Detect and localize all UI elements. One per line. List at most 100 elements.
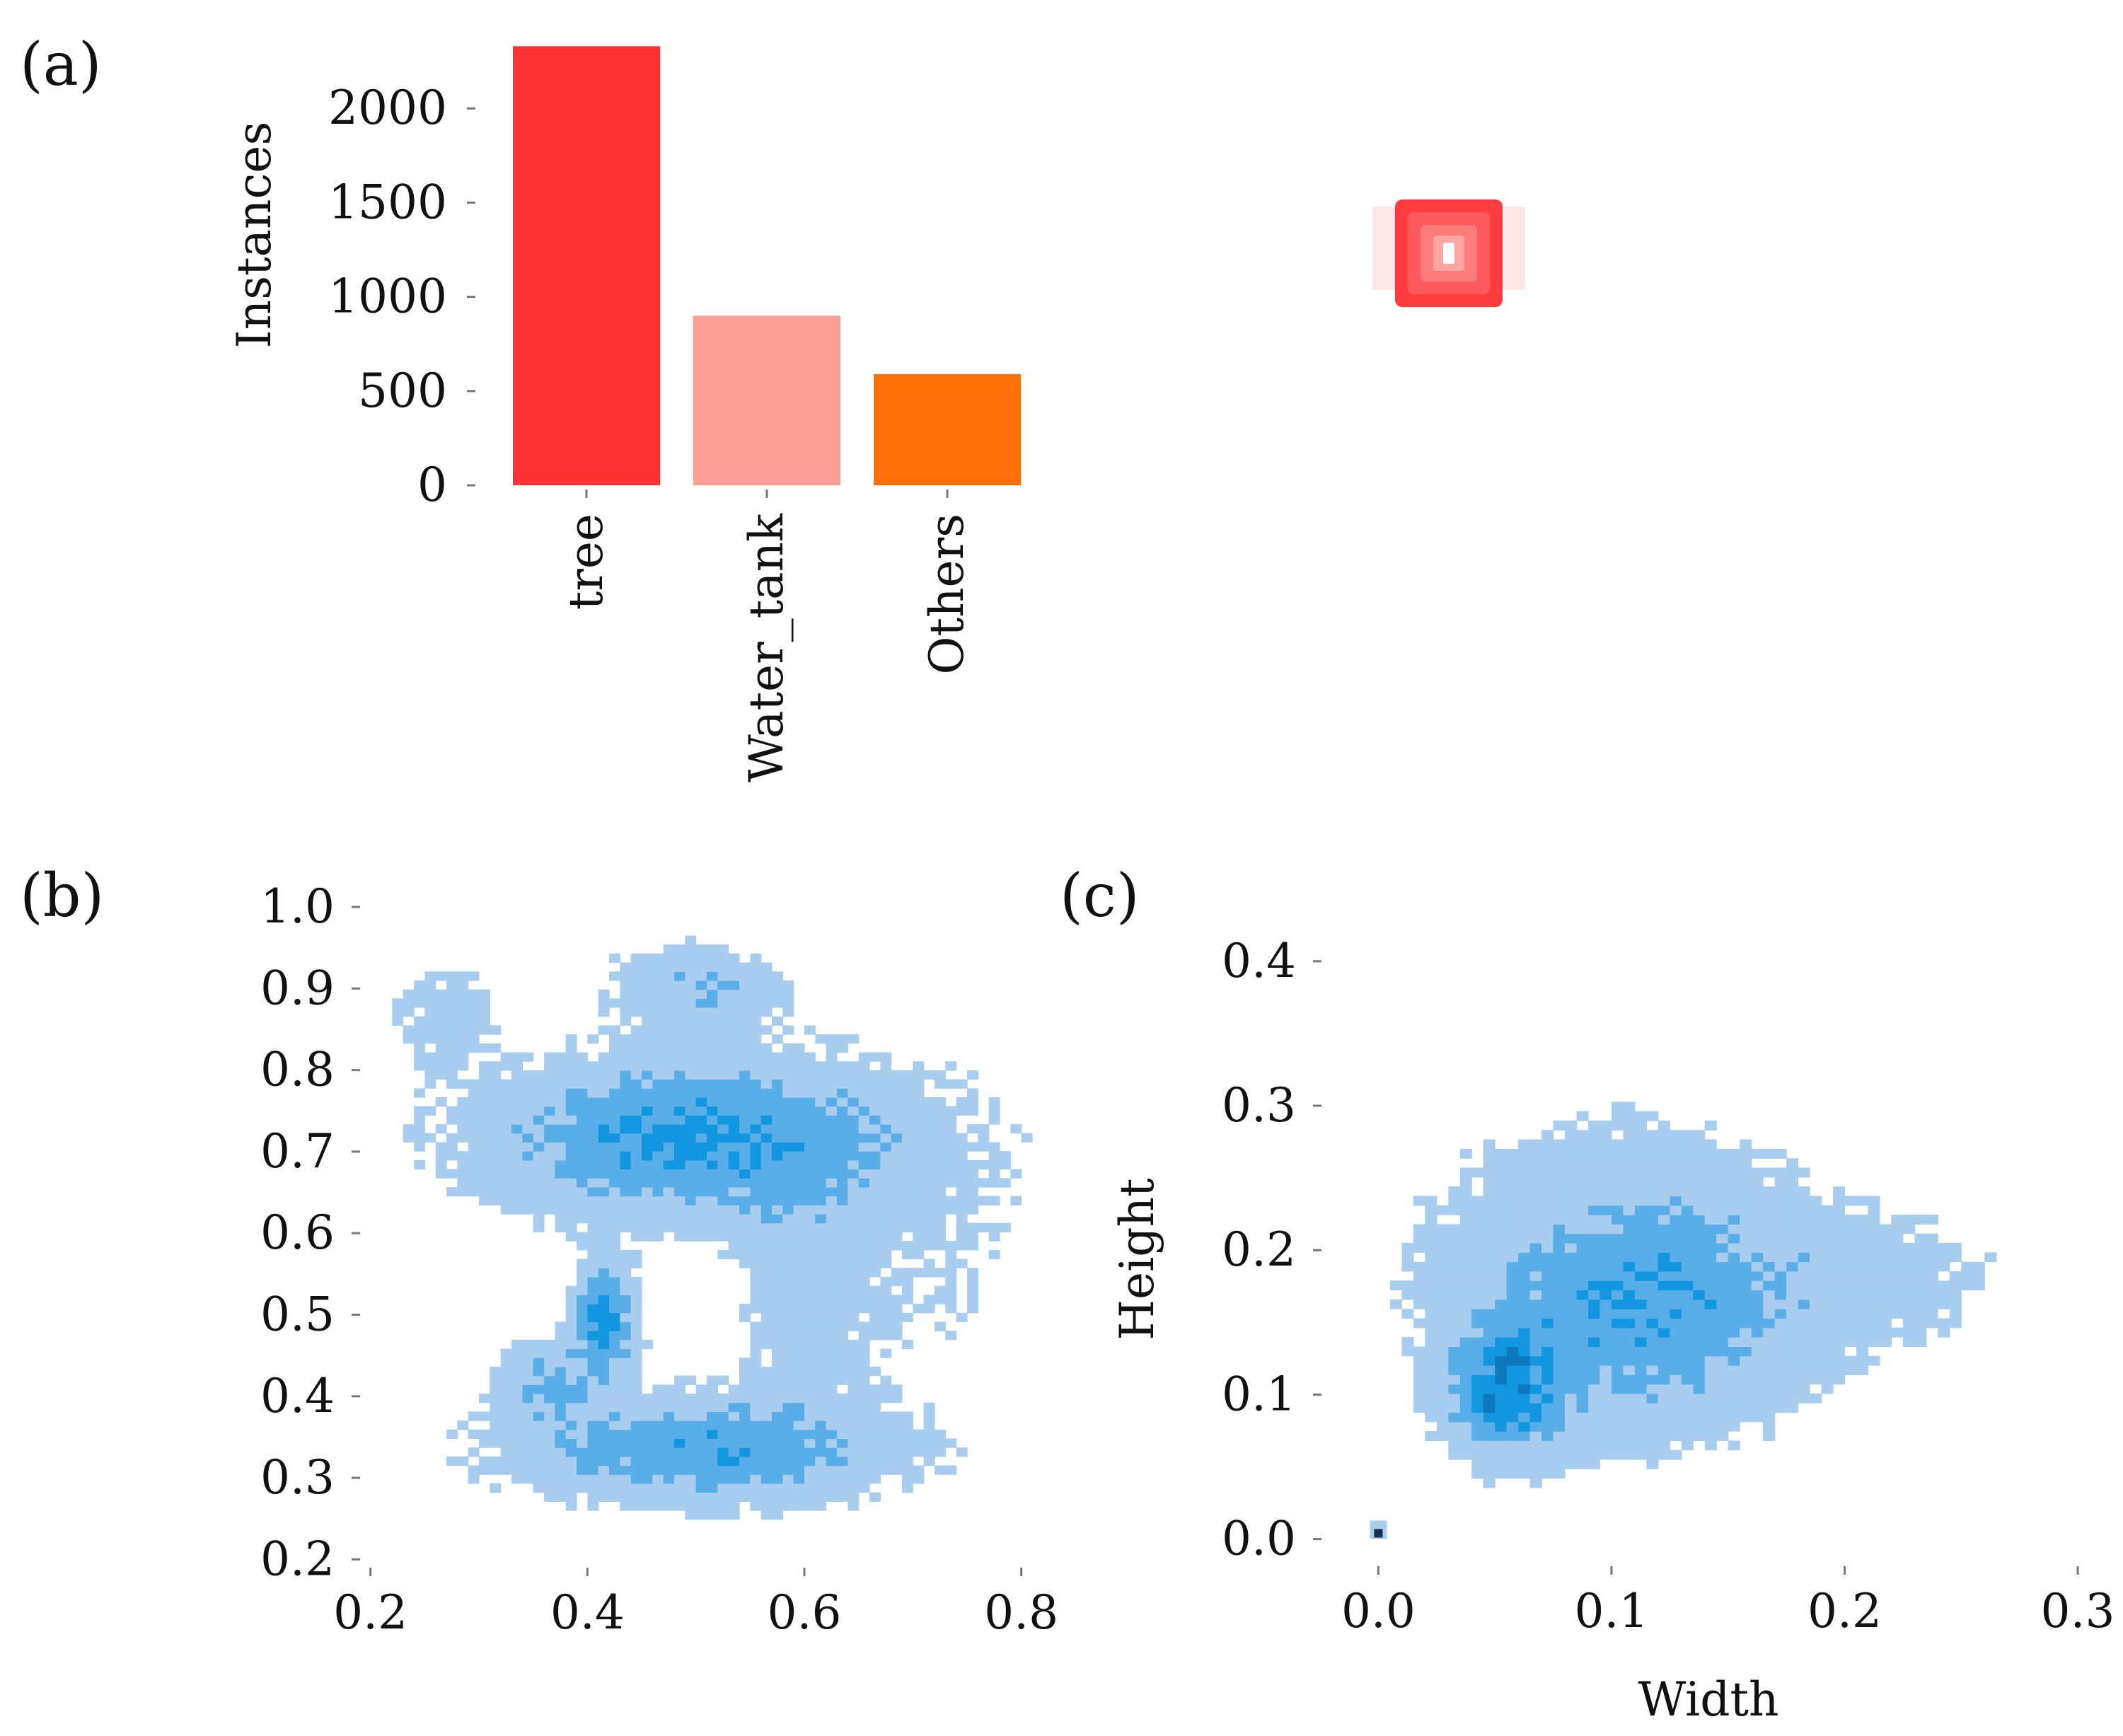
heatmap-cell [414, 1052, 425, 1062]
heatmap-cell [620, 1034, 632, 1044]
heatmap-cell [1938, 1299, 1950, 1309]
heatmap-cell [1634, 1290, 1647, 1300]
heatmap-cell [1681, 1130, 1694, 1140]
y-tick-label: 0.6 [260, 1205, 335, 1260]
heatmap-cell [869, 1295, 881, 1304]
heatmap-cell [663, 1456, 675, 1466]
heatmap-cell [1798, 1271, 1810, 1281]
heatmap-cell [869, 1088, 881, 1098]
heatmap-cell [1681, 1393, 1694, 1404]
heatmap-cell [1879, 1243, 1892, 1253]
heatmap-cell [717, 1196, 729, 1205]
heatmap-cell [685, 1061, 697, 1071]
panel-c-y-axis-title: Height [1110, 1178, 1164, 1340]
heatmap-cell [858, 1186, 870, 1197]
heatmap-cell [630, 1358, 642, 1367]
heatmap-cell [1634, 1121, 1647, 1130]
heatmap-cell [891, 1429, 903, 1440]
heatmap-cell [1658, 1412, 1670, 1423]
heatmap-cell [772, 1411, 783, 1421]
heatmap-cell [1623, 1271, 1636, 1281]
heatmap-cell [858, 1358, 870, 1367]
heatmap-cell [533, 1070, 545, 1080]
heatmap-cell [1670, 1299, 1682, 1309]
heatmap-cell [1634, 1318, 1647, 1329]
heatmap-cell [1751, 1280, 1764, 1291]
heatmap-cell [587, 1375, 599, 1385]
heatmap-cell [642, 1106, 653, 1116]
heatmap-cell [695, 1222, 707, 1233]
heatmap-cell [1495, 1355, 1508, 1366]
heatmap-cell [609, 1079, 620, 1089]
heatmap-cell [1401, 1346, 1414, 1357]
heatmap-cell [728, 1151, 740, 1161]
heatmap-cell [435, 1070, 447, 1080]
heatmap-cell [923, 1268, 935, 1278]
heatmap-cell [533, 1411, 545, 1421]
heatmap-cell [685, 1456, 697, 1466]
heatmap-cell [577, 1159, 588, 1170]
heatmap-cell [956, 1232, 968, 1242]
heatmap-cell [1833, 1280, 1846, 1291]
heatmap-cell [609, 1411, 620, 1421]
heatmap-cell [1751, 1365, 1764, 1375]
heatmap-cell [555, 1358, 567, 1367]
heatmap-cell [1740, 1176, 1752, 1187]
heatmap-cell [695, 1007, 707, 1017]
heatmap-cell [1728, 1440, 1740, 1451]
heatmap-cell [793, 1348, 805, 1358]
heatmap-cell [663, 1474, 675, 1484]
heatmap-cell [1565, 1252, 1578, 1263]
heatmap-cell [522, 1178, 534, 1188]
heatmap-cell [674, 1447, 686, 1457]
heatmap-cell [663, 1088, 675, 1098]
heatmap-cell [1786, 1196, 1799, 1206]
heatmap-cell [935, 1222, 946, 1233]
heatmap-cell [956, 1142, 968, 1152]
heatmap-cell [945, 1304, 957, 1314]
heatmap-cell [1623, 1176, 1636, 1187]
heatmap-cell [1810, 1243, 1822, 1253]
heatmap-cell [1506, 1459, 1519, 1469]
heatmap-cell [728, 1169, 740, 1179]
heatmap-cell [1623, 1243, 1636, 1253]
heatmap-cell [392, 998, 404, 1008]
heatmap-cell [1553, 1261, 1566, 1272]
heatmap-cell [1565, 1459, 1578, 1469]
heatmap-cell [707, 1411, 718, 1421]
heatmap-cell [935, 1070, 946, 1080]
heatmap-cell [479, 1070, 490, 1080]
heatmap-cell [1634, 1346, 1647, 1357]
heatmap-cell [1529, 1337, 1542, 1347]
heatmap-cell [1902, 1327, 1915, 1338]
heatmap-cell [1658, 1261, 1670, 1272]
heatmap-cell [782, 1411, 794, 1421]
heatmap-cell [674, 1043, 686, 1053]
heatmap-cell [1693, 1215, 1706, 1225]
heatmap-cell [695, 1097, 707, 1107]
heatmap-cell [544, 1358, 555, 1367]
heatmap-cell [1716, 1176, 1729, 1187]
heatmap-cell [1844, 1261, 1857, 1272]
heatmap-cell [923, 1420, 935, 1430]
heatmap-cell [468, 1034, 480, 1044]
heatmap-cell [880, 1429, 892, 1440]
heatmap-cell [620, 1222, 632, 1233]
heatmap-cell [772, 1142, 783, 1152]
heatmap-cell [1833, 1346, 1846, 1357]
heatmap-cell [826, 1276, 838, 1287]
heatmap-cell [750, 1088, 762, 1098]
heatmap-cell [1611, 1309, 1624, 1319]
heatmap-cell [760, 1142, 773, 1152]
heatmap-cell [1693, 1355, 1706, 1366]
heatmap-cell [880, 1285, 892, 1295]
heatmap-cell [1565, 1167, 1578, 1178]
heatmap-cell [663, 1159, 675, 1170]
heatmap-cell [1774, 1384, 1787, 1394]
heatmap-cell [1553, 1393, 1566, 1404]
heatmap-cell [739, 1304, 751, 1314]
heatmap-cell [663, 1483, 675, 1493]
heatmap-cell [1681, 1403, 1694, 1413]
heatmap-cell [1938, 1290, 1950, 1300]
heatmap-cell [674, 1232, 686, 1242]
